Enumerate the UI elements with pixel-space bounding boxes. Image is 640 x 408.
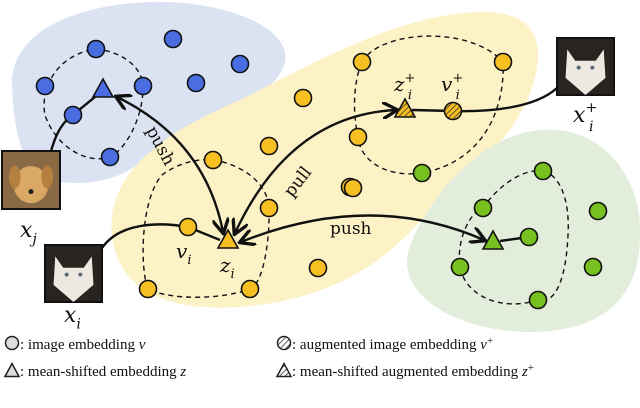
yellow-embedding-point [203,150,223,170]
yellow-embedding-point [138,279,158,299]
legend-mean-shifted-embedding: : mean-shifted embedding z [3,361,186,380]
yellow-embedding-point [343,178,363,198]
blue-embedding-point [35,76,55,96]
x-i-plus-label: x+ i [573,100,597,135]
z-i-mean-shifted-point [216,228,240,249]
variable-labels: xj xi x+ i vi zi z+ i v+ i [20,71,597,333]
x-j-label: xj [20,218,37,248]
blue-embedding-point [230,54,250,74]
yellow-embedding-point [178,217,198,237]
image-x-i-plus [556,37,615,96]
blue-embedding-point [100,147,120,167]
green-embedding-point [588,201,608,221]
green-embedding-point [583,257,603,277]
push-arrow-green [241,214,484,242]
legend-row-1: : image embedding v : augmented image em… [4,335,493,355]
blue-embedding-point [63,105,83,125]
pull-arrow [235,110,396,233]
x-i-label: xi [64,303,81,333]
circle-icon [4,335,20,351]
input-images [1,37,615,303]
green-embedding-point [450,257,470,277]
z-i-label: zi [219,253,235,282]
green-mean-shifted-point [481,229,505,250]
image-x-i [44,244,103,303]
hatched-circle-icon [276,335,292,351]
blue-mean-shifted-point [91,77,115,98]
push-label-green: push [330,219,372,239]
yellow-embedding-point [240,279,260,299]
green-embedding-point [473,198,493,218]
legend-augmented-image-embedding: : augmented image embedding v+ [276,335,493,354]
yellow-embedding-point [493,52,513,72]
yellow-embedding-point [293,88,313,108]
v-i-plus-label: v+ i [441,71,463,103]
z-i-plus-mean-shifted-point [393,97,417,118]
yellow-embedding-point [352,52,372,72]
hatched-triangle-icon [275,361,293,378]
green-embedding-point [533,161,553,181]
push-arrow-blue [117,97,223,232]
blue-embedding-point [163,29,183,49]
legend-image-embedding: : image embedding v [4,335,145,353]
augmented-embedding-point [443,101,463,121]
green-embedding-point [519,227,539,247]
green-embedding-point [528,290,548,310]
yellow-embedding-point [259,198,279,218]
blue-embedding-point [133,76,153,96]
triangle-icon [3,361,21,378]
image-x-j [1,150,61,210]
embedding-points [35,29,608,310]
z-i-plus-label: z+ i [393,71,415,103]
legend-row-2: : mean-shifted embedding z : mean-shifte… [3,361,534,382]
blue-embedding-point [186,73,206,93]
blue-embedding-point [86,39,106,59]
green-embedding-point [412,163,432,183]
yellow-embedding-point [348,127,368,147]
yellow-embedding-point [308,258,328,278]
legend-mean-shifted-augmented-embedding: : mean-shifted augmented embedding z+ [275,361,534,381]
yellow-embedding-point [259,136,279,156]
v-i-label: vi [176,239,191,268]
